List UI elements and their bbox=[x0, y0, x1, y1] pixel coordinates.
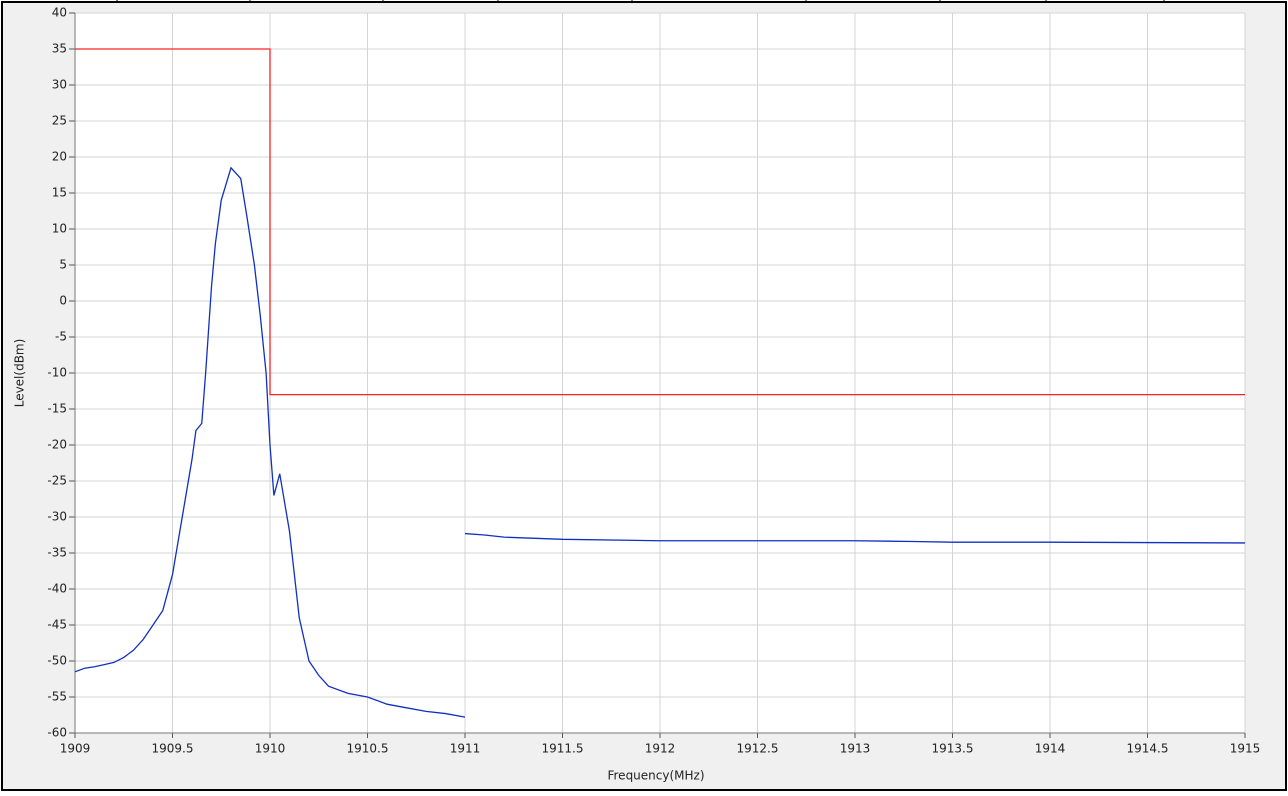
x-tick-label: 1911 bbox=[450, 742, 481, 756]
y-tick-label: -10 bbox=[47, 366, 67, 380]
y-tick-label: 25 bbox=[52, 114, 67, 128]
y-tick-label: 20 bbox=[52, 150, 67, 164]
y-tick-label: -45 bbox=[47, 618, 67, 632]
x-tick-label: 1910 bbox=[255, 742, 286, 756]
x-tick-label: 1909.5 bbox=[152, 742, 194, 756]
y-tick-label: 5 bbox=[59, 258, 67, 272]
x-tick-label: 1910.5 bbox=[347, 742, 389, 756]
series-line bbox=[75, 48, 1245, 396]
y-tick-label: -50 bbox=[47, 654, 67, 668]
y-tick-label: -25 bbox=[47, 474, 67, 488]
x-tick-label: 1915 bbox=[1230, 742, 1261, 756]
y-tick-label: 10 bbox=[52, 222, 67, 236]
y-tick-label: 30 bbox=[52, 78, 67, 92]
y-axis-label: Level(dBm) bbox=[13, 339, 27, 408]
y-tick-label: 35 bbox=[52, 42, 67, 56]
series-line bbox=[74, 166, 1246, 718]
y-tick-label: -5 bbox=[55, 330, 67, 344]
y-tick-label: 15 bbox=[52, 186, 67, 200]
x-tick-label: 1912.5 bbox=[737, 742, 779, 756]
y-tick-label: 40 bbox=[52, 6, 67, 20]
y-tick-label: -40 bbox=[47, 582, 67, 596]
y-tick-label: -15 bbox=[47, 402, 67, 416]
x-tick-label: 1914.5 bbox=[1127, 742, 1169, 756]
y-tick-label: -60 bbox=[47, 726, 67, 740]
x-tick-label: 1911.5 bbox=[542, 742, 584, 756]
y-tick-label: -35 bbox=[47, 546, 67, 560]
y-tick-label: -30 bbox=[47, 510, 67, 524]
y-tick-label: -20 bbox=[47, 438, 67, 452]
x-tick-label: 1913.5 bbox=[932, 742, 974, 756]
x-tick-label: 1913 bbox=[840, 742, 871, 756]
x-tick-label: 1909 bbox=[60, 742, 91, 756]
y-tick-label: 0 bbox=[59, 294, 67, 308]
x-axis-label: Frequency(MHz) bbox=[607, 769, 704, 783]
x-tick-label: 1914 bbox=[1035, 742, 1066, 756]
x-tick-label: 1912 bbox=[645, 742, 676, 756]
table-separators bbox=[116, 0, 1165, 3]
y-tick-label: -55 bbox=[47, 690, 67, 704]
